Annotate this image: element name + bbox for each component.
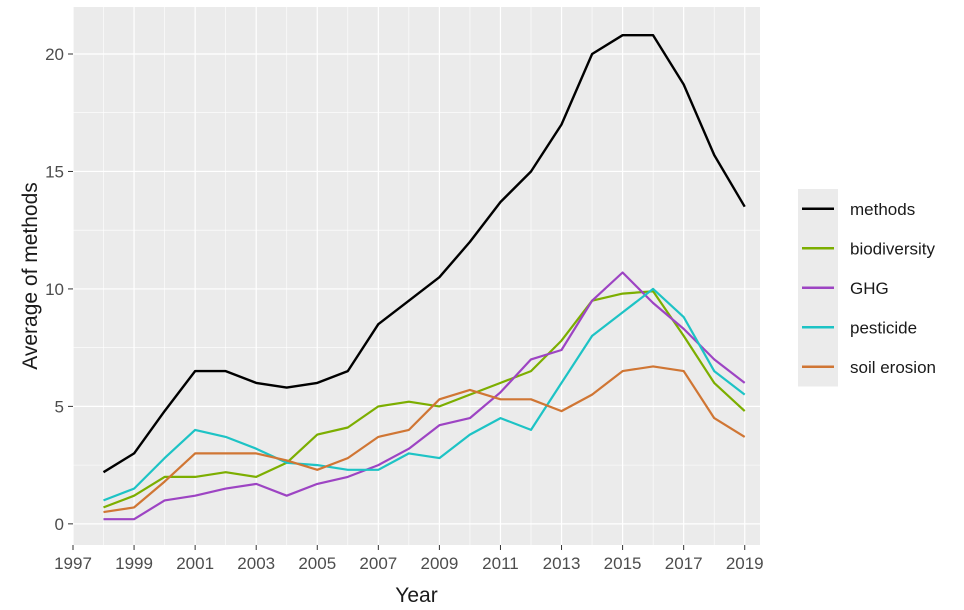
y-axis-title: Average of methods <box>19 182 42 370</box>
series-line-methods <box>102 34 746 474</box>
x-axis-ticks: 1997 1999 2001 2003 2005 2007 2009 2011 2013 2015… <box>54 545 764 573</box>
y-tick-label: 10 <box>45 280 64 299</box>
major-gridlines <box>72 7 760 545</box>
y-axis-ticks: 0 5 10 15 20 <box>45 45 73 534</box>
plot-panel <box>73 7 760 545</box>
x-tick-label: 2003 <box>237 554 275 573</box>
series-line-ghg <box>103 271 746 521</box>
y-tick-label: 20 <box>45 45 64 64</box>
x-tick-label: 2017 <box>665 554 703 573</box>
legend-label: biodiversity <box>850 239 936 258</box>
x-tick-label: 1997 <box>54 554 92 573</box>
x-tick-label: 2005 <box>298 554 336 573</box>
legend-label: GHG <box>850 279 889 298</box>
y-tick-label: 0 <box>55 515 64 534</box>
y-tick-label: 15 <box>45 162 64 181</box>
x-tick-label: 2011 <box>482 554 519 573</box>
x-tick-label: 2007 <box>359 554 397 573</box>
legend: methods biodiversity GHG pesticide soil eros… <box>798 189 936 387</box>
x-axis-title: Year <box>395 584 437 607</box>
legend-label: soil erosion <box>850 358 936 377</box>
x-tick-label: 2001 <box>176 554 214 573</box>
x-tick-label: 2009 <box>420 554 458 573</box>
minor-gridlines <box>73 7 760 545</box>
series-line-soil-erosion <box>103 365 746 514</box>
x-tick-label: 2019 <box>726 554 764 573</box>
series-lines <box>102 34 746 521</box>
legend-label: pesticide <box>850 318 917 337</box>
series-line-pesticide <box>103 287 746 502</box>
y-tick-label: 5 <box>55 397 64 416</box>
series-line-biodiversity <box>103 290 746 509</box>
legend-label: methods <box>850 200 915 219</box>
x-tick-label: 2015 <box>604 554 642 573</box>
x-tick-label: 1999 <box>115 554 153 573</box>
x-tick-label: 2013 <box>543 554 581 573</box>
